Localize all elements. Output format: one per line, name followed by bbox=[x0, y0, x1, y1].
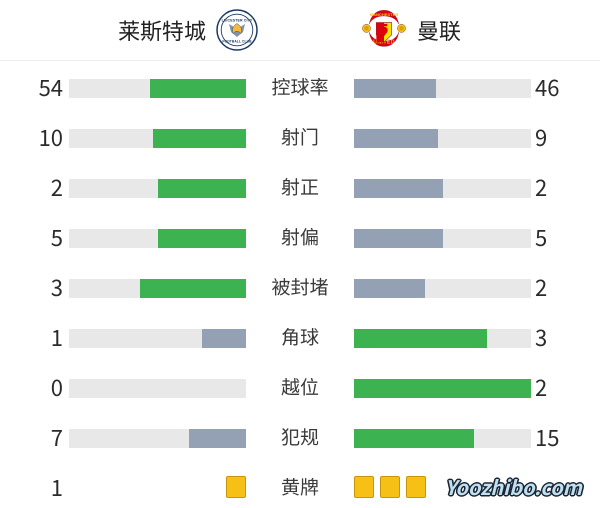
svg-text:LEICESTER CITY: LEICESTER CITY bbox=[222, 18, 253, 22]
svg-text:MANCHESTER: MANCHESTER bbox=[370, 12, 399, 17]
svg-text:FOOTBALL CLUB: FOOTBALL CLUB bbox=[222, 40, 252, 44]
